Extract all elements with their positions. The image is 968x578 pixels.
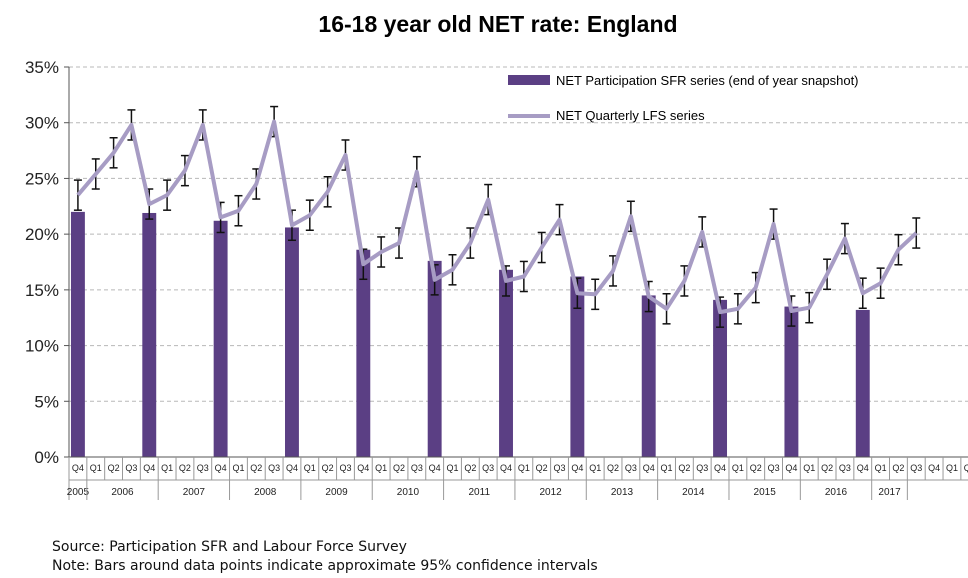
quarter-tick-label: Q3 <box>696 463 708 473</box>
year-tick-label: 2008 <box>254 487 277 498</box>
quarter-tick-label: Q2 <box>678 463 690 473</box>
quarter-tick-label: Q3 <box>768 463 780 473</box>
quarter-tick-label: Q2 <box>536 463 548 473</box>
lfs-error-bars <box>73 105 921 328</box>
quarter-tick-label: Q2 <box>964 463 968 473</box>
quarter-tick-label: Q4 <box>286 463 298 473</box>
sfr-bar <box>641 295 656 457</box>
year-tick-label: 2013 <box>611 487 634 498</box>
quarter-tick-label: Q2 <box>750 463 762 473</box>
quarter-tick-label: Q3 <box>125 463 137 473</box>
year-tick-label: 2006 <box>111 487 134 498</box>
legend: NET Participation SFR series (end of yea… <box>508 73 859 123</box>
quarter-tick-label: Q1 <box>375 463 387 473</box>
quarter-tick-label: Q2 <box>322 463 334 473</box>
sfr-bar <box>713 299 728 457</box>
quarter-tick-label: Q3 <box>268 463 280 473</box>
quarter-tick-label: Q2 <box>607 463 619 473</box>
year-tick-label: 2016 <box>825 487 848 498</box>
quarter-tick-label: Q4 <box>785 463 797 473</box>
y-tick-label: 15% <box>25 281 59 300</box>
quarter-tick-label: Q3 <box>910 463 922 473</box>
source-note: Source: Participation SFR and Labour For… <box>52 539 407 555</box>
sfr-bar <box>356 249 371 457</box>
quarter-tick-label: Q4 <box>357 463 369 473</box>
year-tick-label: 2011 <box>469 487 491 498</box>
lfs-series-line <box>76 119 918 315</box>
quarter-tick-label: Q4 <box>714 463 726 473</box>
quarter-tick-label: Q4 <box>72 463 84 473</box>
sfr-bar <box>499 269 513 457</box>
quarter-tick-label: Q4 <box>928 463 940 473</box>
axes: 0% 5% 10% 15% 20% 25% 30% 35% Q4 Q1 Q2 Q3 Q4 Q1 Q2 Q3 Q4… <box>25 58 968 500</box>
y-tick-label: 25% <box>25 169 59 188</box>
y-tick-label: 35% <box>25 58 59 77</box>
quarter-tick-label: Q3 <box>482 463 494 473</box>
quarter-tick-label: Q4 <box>857 463 869 473</box>
quarter-tick-label: Q2 <box>821 463 833 473</box>
legend-label-bar: NET Participation SFR series (end of yea… <box>556 73 859 88</box>
y-tick-label: 30% <box>25 114 59 133</box>
quarter-tick-label: Q2 <box>179 463 191 473</box>
sfr-bar <box>427 260 442 457</box>
quarter-tick-label: Q3 <box>625 463 637 473</box>
sfr-bar <box>285 227 299 457</box>
quarter-tick-label: Q1 <box>161 463 173 473</box>
quarter-tick-label: Q2 <box>108 463 120 473</box>
ci-note: Note: Bars around data points indicate a… <box>52 558 598 574</box>
year-tick-label: 2012 <box>539 487 562 498</box>
year-tick-label: 2010 <box>397 487 420 498</box>
legend-label-line: NET Quarterly LFS series <box>556 108 705 123</box>
quarter-tick-label: Q1 <box>661 463 673 473</box>
quarter-tick-label: Q1 <box>803 463 815 473</box>
quarter-tick-label: Q3 <box>411 463 423 473</box>
sfr-bar <box>570 276 585 457</box>
quarter-tick-label: Q1 <box>304 463 316 473</box>
year-tick-label: 2014 <box>682 487 705 498</box>
quarter-tick-label: Q2 <box>393 463 405 473</box>
quarter-tick-label: Q3 <box>339 463 351 473</box>
quarter-tick-label: Q1 <box>90 463 102 473</box>
quarter-tick-label: Q4 <box>500 463 512 473</box>
year-tick-label: 2017 <box>878 487 901 498</box>
sfr-bar <box>784 306 799 457</box>
quarter-tick-label: Q1 <box>732 463 744 473</box>
sfr-bar <box>855 309 870 457</box>
year-tick-label: 2015 <box>754 487 777 498</box>
y-tick-label: 5% <box>34 392 59 411</box>
quarter-tick-label: Q1 <box>589 463 601 473</box>
legend-swatch-bar <box>508 75 550 85</box>
quarter-tick-label: Q3 <box>554 463 566 473</box>
quarter-tick-label: Q4 <box>215 463 227 473</box>
quarter-tick-label: Q4 <box>429 463 441 473</box>
sfr-bars <box>70 211 870 457</box>
year-tick-label: 2009 <box>325 487 348 498</box>
y-tick-label: 0% <box>34 448 59 467</box>
quarter-tick-label: Q3 <box>839 463 851 473</box>
quarter-tick-label: Q1 <box>232 463 244 473</box>
quarter-tick-label: Q1 <box>518 463 530 473</box>
year-tick-label: 2005 <box>67 487 90 498</box>
quarter-tick-label: Q1 <box>946 463 958 473</box>
sfr-bar <box>142 212 157 457</box>
sfr-bar <box>213 220 228 457</box>
quarter-tick-label: Q2 <box>464 463 476 473</box>
y-tick-label: 10% <box>25 337 59 356</box>
quarter-tick-label: Q3 <box>197 463 209 473</box>
quarter-tick-label: Q4 <box>143 463 155 473</box>
year-tick-label: 2007 <box>183 487 206 498</box>
quarter-tick-label: Q4 <box>643 463 655 473</box>
sfr-bar <box>70 211 85 457</box>
y-tick-label: 20% <box>25 225 59 244</box>
chart-notes: Source: Participation SFR and Labour For… <box>52 538 598 576</box>
chart-title: 16-18 year old NET rate: England <box>318 11 677 37</box>
lfs-line <box>76 119 918 315</box>
quarter-tick-label: Q1 <box>875 463 887 473</box>
quarter-tick-label: Q2 <box>250 463 262 473</box>
quarter-tick-label: Q2 <box>892 463 904 473</box>
quarter-tick-label: Q1 <box>446 463 458 473</box>
quarter-tick-label: Q4 <box>571 463 583 473</box>
